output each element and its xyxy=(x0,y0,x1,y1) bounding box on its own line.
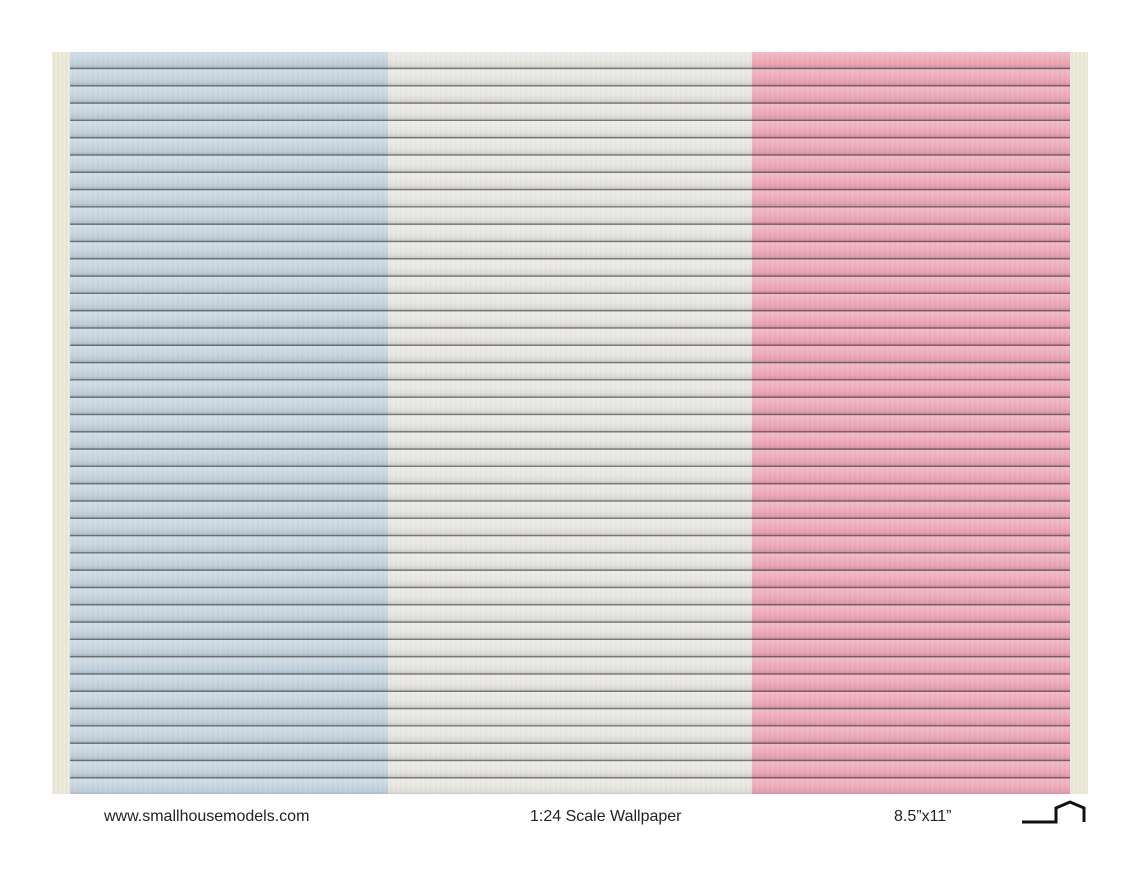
siding-boards xyxy=(70,52,388,794)
page-footer: www.smallhousemodels.com 1:24 Scale Wall… xyxy=(0,800,1140,840)
white-siding-swatch xyxy=(388,52,752,794)
blue-siding-swatch xyxy=(70,52,388,794)
siding-boards xyxy=(388,52,752,794)
website-link[interactable]: www.smallhousemodels.com xyxy=(104,808,310,825)
left-border-strip xyxy=(52,52,70,794)
wallpaper-sheet xyxy=(52,52,1088,794)
house-outline-icon xyxy=(1022,800,1086,824)
paper-size-label: 8.5”x11” xyxy=(894,808,952,825)
right-border-strip xyxy=(1070,52,1088,794)
pink-siding-swatch xyxy=(752,52,1070,794)
siding-boards xyxy=(752,52,1070,794)
page-title: 1:24 Scale Wallpaper xyxy=(530,808,682,825)
